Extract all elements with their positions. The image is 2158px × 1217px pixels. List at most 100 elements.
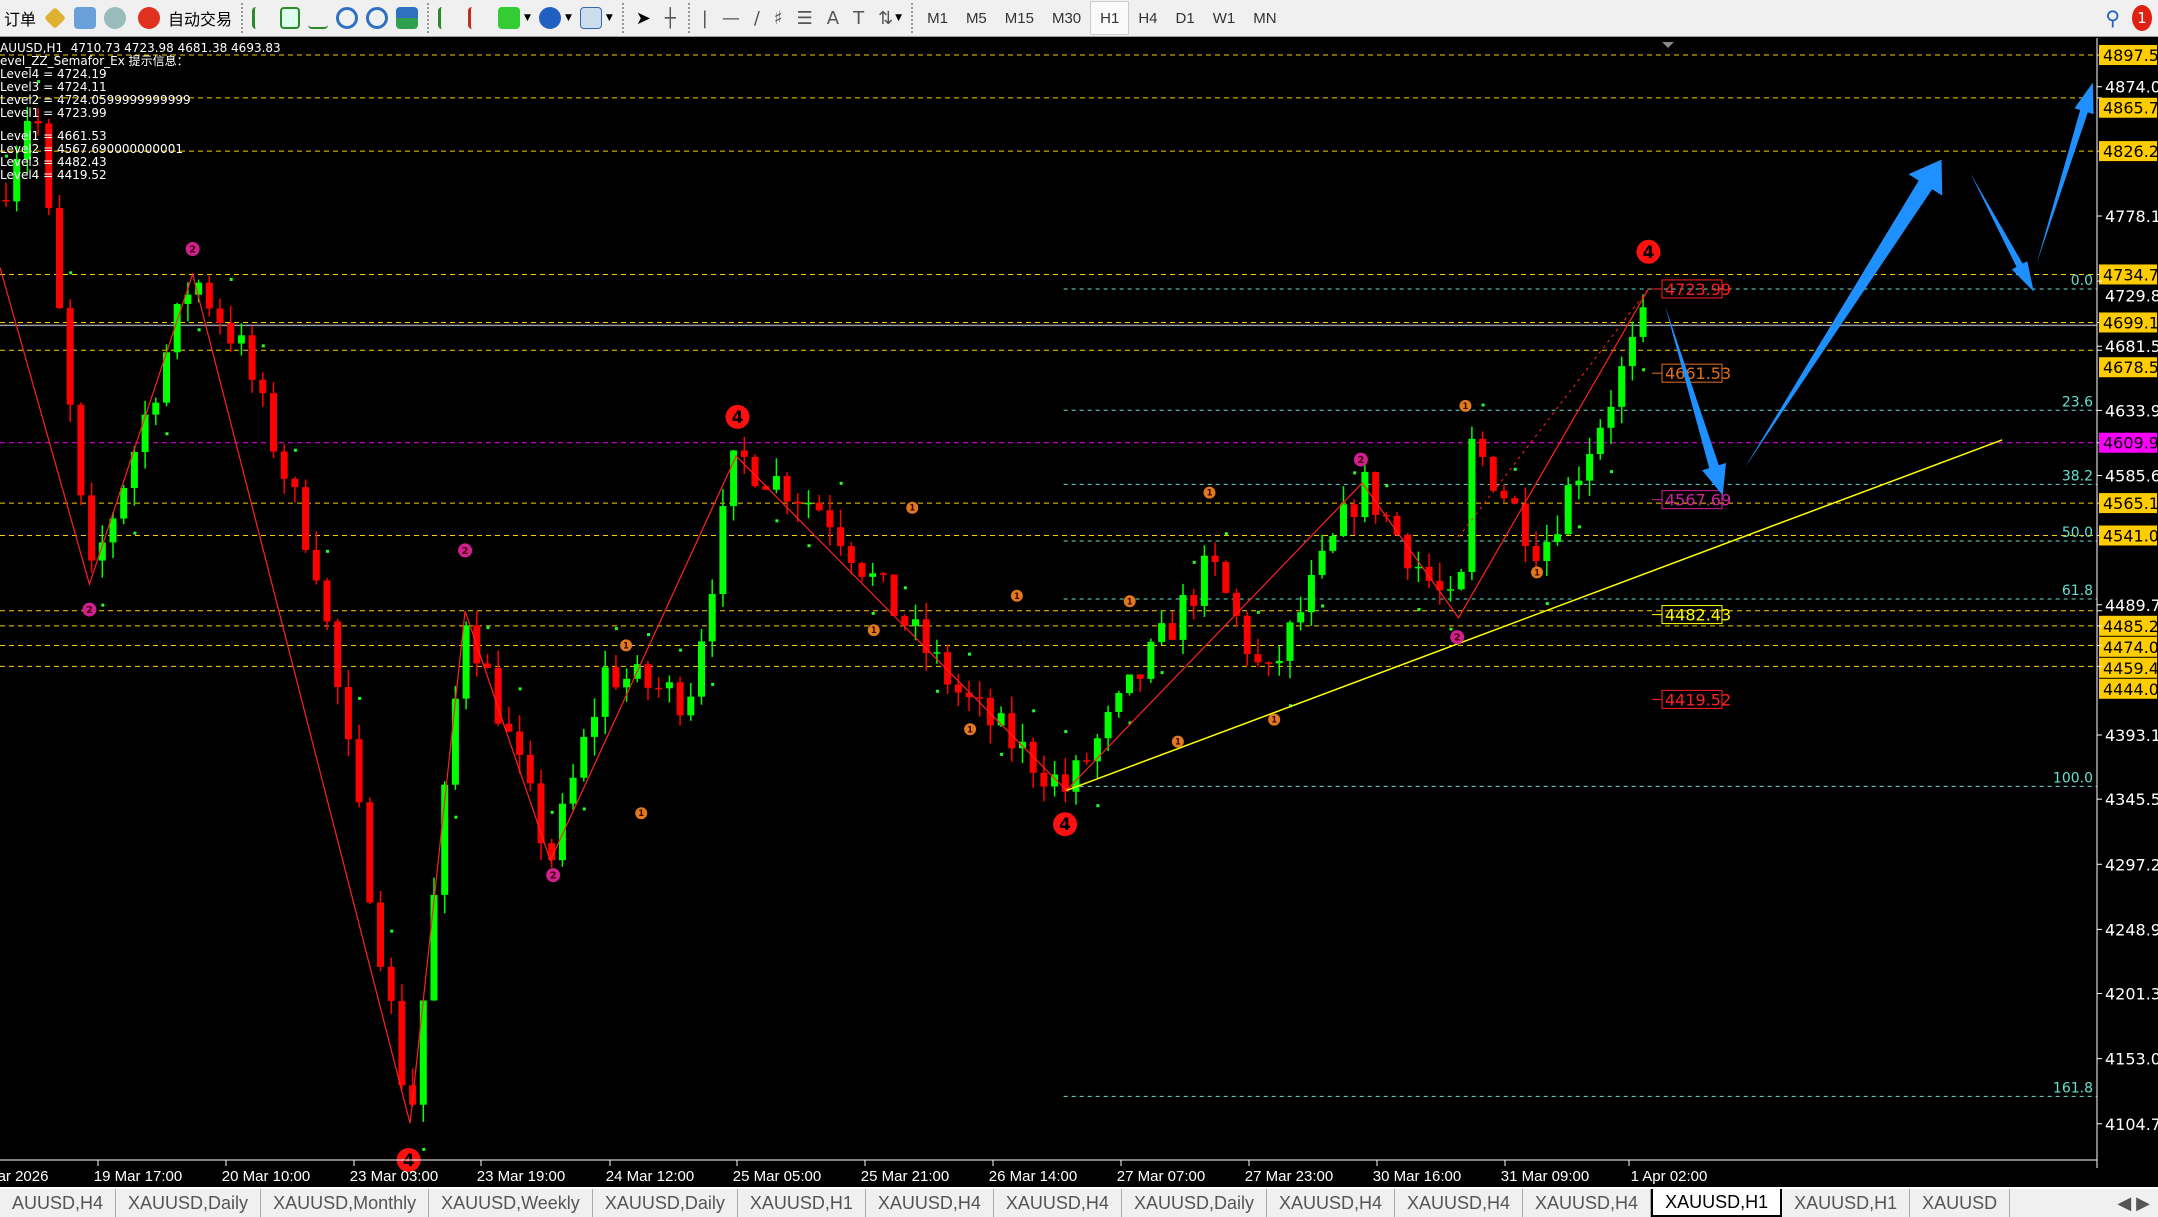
chevron-down-icon[interactable]: ▼ <box>564 13 572 23</box>
equidistant-channel-icon[interactable]: ♯ <box>773 7 783 29</box>
chevron-down-icon[interactable]: ▼ <box>605 13 613 23</box>
semafor-level: 1 <box>909 503 915 513</box>
semafor-level: 2 <box>86 605 93 616</box>
crosshair-icon[interactable]: ┼ <box>664 7 676 29</box>
fibonacci-icon[interactable]: ☰ <box>796 7 813 29</box>
timeframe-m1[interactable]: M1 <box>927 9 948 27</box>
chart-shift-icon[interactable] <box>438 7 460 29</box>
chart-tab[interactable]: XAUUSD <box>1910 1189 2011 1217</box>
price-box-label: 4565.14 <box>2103 494 2158 513</box>
price-box-label: 4541.09 <box>2103 527 2158 546</box>
chart-tabs: AUUSD,H4 XAUUSD,Daily XAUUSD,Monthly XAUUSD… <box>0 1187 2158 1217</box>
semafor-marker-1 <box>620 639 633 652</box>
current-price-label: 4609.91 <box>2103 434 2158 453</box>
sar-dot <box>1385 484 1389 488</box>
forecast-arrow <box>1744 159 1943 468</box>
candle-body <box>826 510 834 528</box>
candle-body <box>1040 772 1048 787</box>
price-tick-label: 4489.70 <box>2105 596 2158 615</box>
auto-trading-button[interactable]: 自动交易 <box>130 2 236 34</box>
time-label: 31 Mar 09:00 <box>1501 1168 1589 1185</box>
sar-dot <box>326 549 329 553</box>
chart-tab[interactable]: XAUUSD,H1 <box>1651 1189 1783 1217</box>
candle-body <box>644 664 652 688</box>
chart-tab[interactable]: XAUUSD,H4 <box>866 1189 994 1217</box>
candle-body <box>1008 713 1016 749</box>
semafor-marker-2 <box>82 602 97 617</box>
semafor-marker-1 <box>1171 735 1184 748</box>
timeframe-m5[interactable]: M5 <box>965 9 987 27</box>
candle-body <box>783 476 791 502</box>
candle-body <box>1158 623 1166 642</box>
candle-body <box>505 723 513 732</box>
horizontal-line-icon[interactable]: — <box>721 7 740 29</box>
notification-badge[interactable]: 1 <box>2132 5 2152 31</box>
data-window-icon[interactable] <box>74 7 97 29</box>
templates-icon[interactable] <box>579 7 602 29</box>
timeframe-mn[interactable]: MN <box>1253 9 1277 27</box>
text-icon[interactable]: A <box>826 7 840 29</box>
cursor-icon[interactable]: ➤ <box>635 7 651 29</box>
separator <box>911 3 914 33</box>
sar-dot <box>5 154 8 158</box>
timeframe-m15[interactable]: M15 <box>1004 9 1034 27</box>
price-box <box>2099 636 2157 657</box>
chart-tab[interactable]: XAUUSD,H1 <box>1782 1189 1911 1217</box>
trendline-icon[interactable]: / <box>753 7 760 29</box>
price-tick-label: 4201.30 <box>2105 985 2158 1004</box>
market-watch-icon[interactable] <box>44 7 66 29</box>
sar-dot <box>1192 560 1196 564</box>
candle-body <box>1093 738 1101 762</box>
candle-body <box>109 518 117 543</box>
autoscroll-icon[interactable] <box>468 7 490 29</box>
price-chart[interactable]: 0.023.638.250.061.8100.0161.844442222221… <box>0 38 2158 1187</box>
vertical-line-icon[interactable]: | <box>701 7 708 29</box>
new-order-button[interactable]: 订单 <box>0 2 40 34</box>
line-chart-icon[interactable] <box>308 7 329 29</box>
chart-tab[interactable]: XAUUSD,Weekly <box>429 1189 593 1217</box>
chart-tab[interactable]: XAUUSD,H4 <box>994 1189 1122 1217</box>
chart-tab[interactable]: XAUUSD,H4 <box>1523 1189 1652 1217</box>
navigator-icon[interactable] <box>104 7 127 29</box>
candle-body <box>1307 574 1315 613</box>
arrows-icon[interactable]: ⇅ <box>878 7 894 29</box>
toolbar: 订单 自动交易 ▼ ▼ ▼ ➤ ┼ | — / ♯ ☰ A T ⇅ ▼ M1 M5 M… <box>0 0 2158 37</box>
candle-body <box>537 783 545 844</box>
timeframe-h4[interactable]: H4 <box>1138 9 1158 27</box>
chevron-down-icon[interactable]: ▼ <box>524 13 531 23</box>
chart-tab[interactable]: XAUUSD,Daily <box>116 1189 262 1217</box>
candlestick-icon[interactable] <box>280 7 301 29</box>
timeframe-h1[interactable]: H1 <box>1090 1 1130 35</box>
candle-body <box>291 478 299 488</box>
new-order-label: 订单 <box>4 10 37 29</box>
chevron-down-icon[interactable]: ▼ <box>895 13 903 23</box>
separator <box>427 3 430 33</box>
chart-tab[interactable]: XAUUSD,Daily <box>593 1189 738 1217</box>
candle-body <box>1361 472 1369 518</box>
chart-tab[interactable]: AUUSD,H4 <box>0 1189 117 1217</box>
candle-body <box>184 294 192 304</box>
search-icon[interactable]: ⚲ <box>2105 6 2120 30</box>
chart-tab[interactable]: XAUUSD,H4 <box>1267 1189 1395 1217</box>
tab-scroll-arrows[interactable]: ◀ ▶ <box>2117 1192 2150 1213</box>
chart-tab[interactable]: XAUUSD,H4 <box>1395 1189 1524 1217</box>
timeframe-m30[interactable]: M30 <box>1051 9 1082 27</box>
semafor-marker-1 <box>1530 566 1543 579</box>
indicators-icon[interactable] <box>498 7 521 29</box>
timeframe-w1[interactable]: W1 <box>1212 9 1236 27</box>
timeframe-d1[interactable]: D1 <box>1175 9 1195 27</box>
fib-level-label: 100.0 <box>2053 770 2093 786</box>
chart-tab[interactable]: XAUUSD,H1 <box>738 1189 866 1217</box>
sar-dot <box>1160 671 1164 675</box>
chart-tab[interactable]: XAUUSD,Monthly <box>261 1189 430 1217</box>
chart-tab[interactable]: XAUUSD,Daily <box>1122 1189 1267 1217</box>
tile-windows-icon[interactable] <box>396 7 419 29</box>
candle-body <box>1511 498 1519 504</box>
periods-icon[interactable] <box>538 7 561 29</box>
zoom-out-icon[interactable] <box>366 7 389 29</box>
candle-body <box>1554 534 1561 542</box>
bar-chart-icon[interactable] <box>252 7 272 29</box>
timeframe-bar: M1 M5 M15 M30 H1 H4 D1 W1 MN <box>918 1 1285 35</box>
text-label-icon[interactable]: T <box>853 7 865 29</box>
zoom-in-icon[interactable] <box>336 7 359 29</box>
